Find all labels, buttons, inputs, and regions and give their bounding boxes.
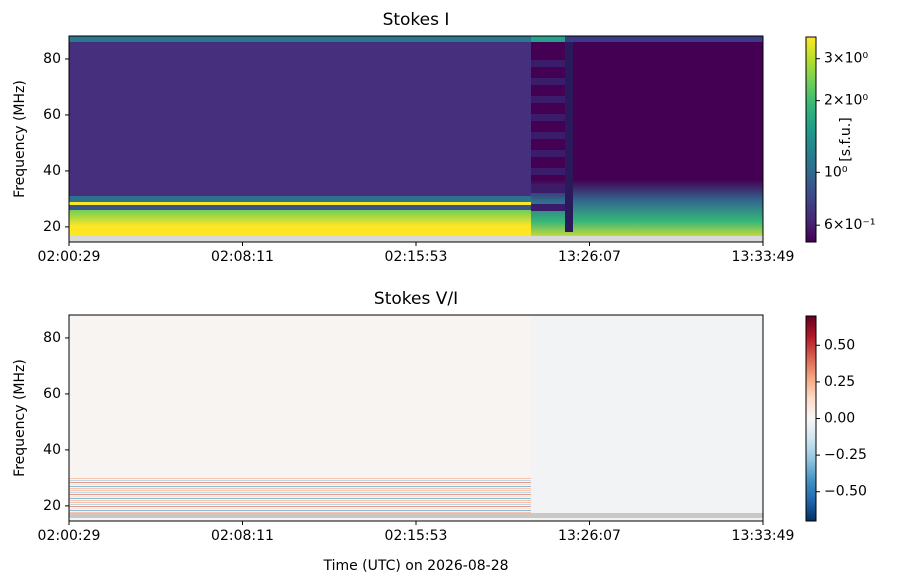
heatmap-cell [531, 186, 567, 193]
heatmap-cell [531, 36, 565, 42]
x-tick-label: 02:15:53 [385, 249, 448, 265]
colorbar [805, 36, 817, 243]
heatmap-cell [69, 512, 531, 513]
heatmap-cell [69, 504, 531, 505]
heatmap-cell [531, 96, 567, 103]
colorbar-tick-label: −0.50 [824, 484, 867, 500]
panel-title: Stokes I [383, 10, 450, 30]
heatmap-cell [69, 486, 531, 487]
heatmap-cell [69, 506, 531, 507]
colorbar [805, 315, 817, 522]
colorbar-tick-label: −0.25 [824, 447, 867, 463]
x-axis-label: Time (UTC) on 2026-08-28 [322, 558, 508, 574]
heatmap-cell [69, 490, 531, 491]
y-tick-label: 20 [43, 219, 61, 235]
heatmap-cell [531, 150, 567, 157]
heatmap-cell [69, 482, 531, 483]
x-tick-label: 02:00:29 [38, 249, 101, 265]
heatmap-cell [69, 492, 531, 493]
heatmap-cell [69, 508, 531, 509]
heatmap-cell [69, 500, 531, 501]
colorbar-tick-label: 3×10⁰ [824, 51, 868, 67]
heatmap-cell [69, 236, 763, 242]
colorbar-tick-label: 2×10⁰ [824, 93, 868, 109]
y-tick-label: 20 [43, 498, 61, 514]
heatmap-cell [69, 513, 763, 518]
heatmap-cell [531, 78, 567, 85]
heatmap-cell [531, 114, 567, 121]
x-tick-label: 02:08:11 [211, 528, 274, 544]
heatmap-cell [69, 478, 531, 479]
colorbar-tick-label: 0.00 [824, 411, 855, 427]
y-axis-label: Frequency (MHz) [12, 80, 28, 198]
y-axis-label: Frequency (MHz) [12, 359, 28, 477]
x-tick-label: 02:15:53 [385, 528, 448, 544]
panel-title: Stokes V/I [374, 289, 458, 309]
heatmap-cell [531, 315, 763, 521]
heatmap-cell [69, 494, 531, 495]
heatmap-cell [531, 168, 567, 175]
heatmap-cell [531, 36, 763, 42]
heatmap-cell [69, 498, 531, 499]
colorbar-tick-label: 10⁰ [824, 164, 848, 180]
colorbar-tick-label: 0.50 [824, 337, 855, 353]
heatmap-cell [69, 484, 531, 485]
heatmap-cell [69, 510, 531, 511]
colorbar-label: [s.f.u.] [838, 117, 854, 161]
y-tick-label: 40 [43, 442, 61, 458]
heatmap-cell [69, 205, 531, 211]
colorbar-tick-label: 0.25 [824, 374, 855, 390]
y-tick-label: 80 [43, 330, 61, 346]
x-tick-label: 13:26:07 [558, 528, 621, 544]
x-tick-label: 13:33:49 [732, 249, 795, 265]
x-tick-label: 13:26:07 [558, 249, 621, 265]
x-tick-label: 02:08:11 [211, 249, 274, 265]
colorbar-tick-label: 6×10⁻¹ [824, 217, 875, 233]
heatmap-cell [531, 60, 567, 67]
heatmap-cell [69, 36, 531, 42]
x-tick-label: 13:33:49 [732, 528, 795, 544]
heatmap-cell [69, 496, 531, 497]
heatmap-cell [69, 202, 531, 205]
y-tick-label: 40 [43, 163, 61, 179]
heatmap-area [69, 315, 763, 521]
heatmap-cell [69, 502, 531, 503]
y-tick-label: 80 [43, 51, 61, 67]
heatmap-cell [69, 196, 531, 203]
y-tick-label: 60 [43, 386, 61, 402]
heatmap-cell [531, 204, 567, 211]
heatmap-area [69, 36, 763, 242]
heatmap-cell [565, 42, 573, 232]
heatmap-cell [69, 480, 531, 481]
heatmap-cell [69, 488, 531, 489]
y-tick-label: 60 [43, 107, 61, 123]
x-tick-label: 02:00:29 [38, 528, 101, 544]
heatmap-cell [531, 132, 567, 139]
